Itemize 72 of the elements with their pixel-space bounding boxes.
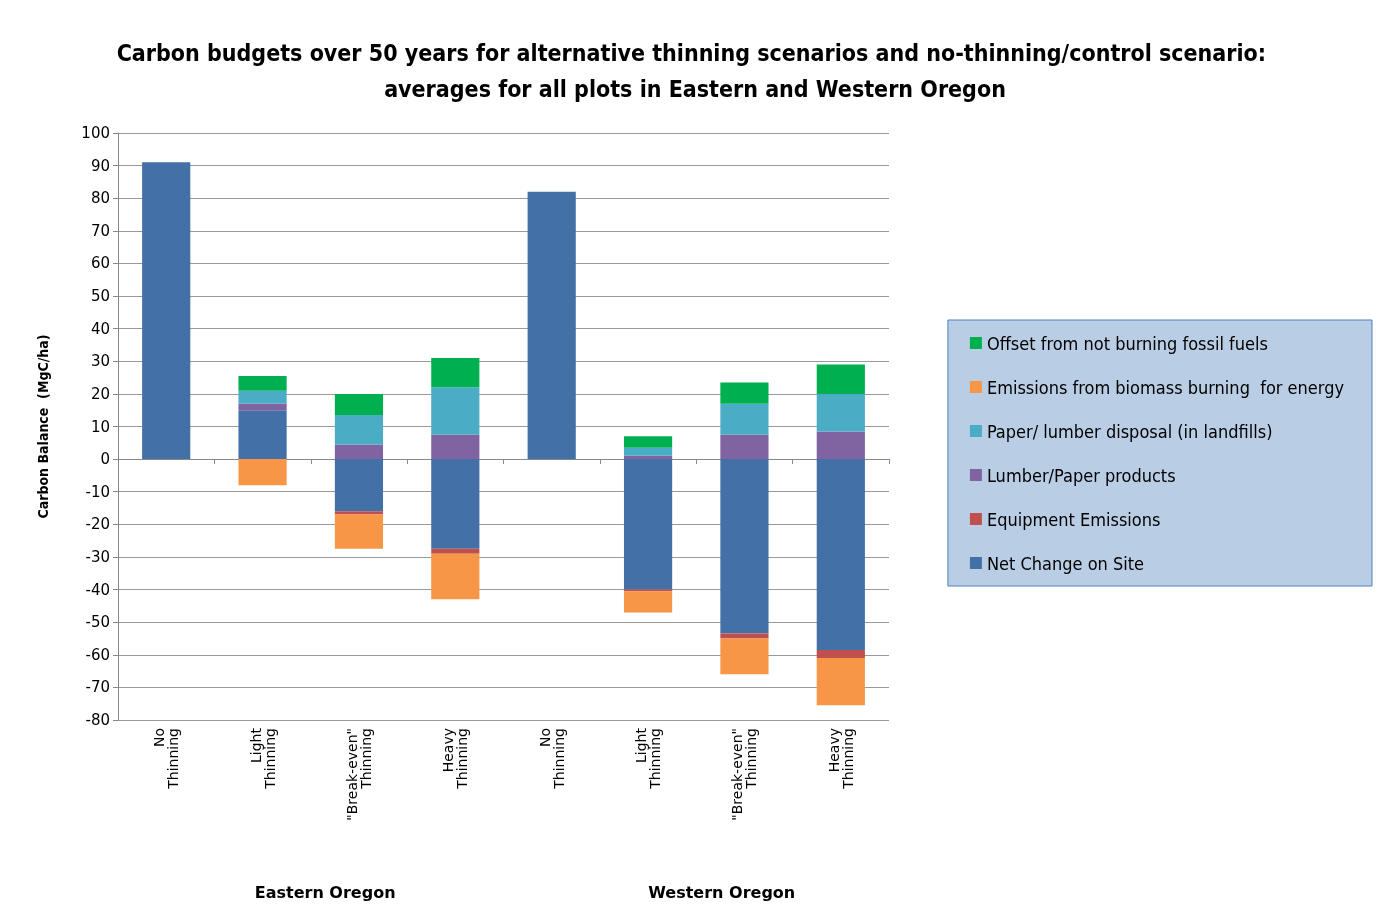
y-tick-label: -70	[85, 678, 110, 697]
legend-label: Paper/ lumber disposal (in landfills)	[986, 420, 1273, 442]
x-tick-label: "Break-even" Thinning	[343, 728, 374, 821]
bar	[816, 658, 865, 706]
y-tick-label: 30	[90, 352, 110, 371]
bar	[623, 455, 673, 460]
bar	[816, 649, 865, 659]
x-tick-label: No Thinning	[151, 728, 182, 790]
y-tick-label: -20	[85, 515, 110, 534]
y-tick-label: 0	[100, 450, 110, 469]
bar	[431, 548, 480, 554]
bar	[720, 403, 769, 435]
bar	[431, 553, 480, 600]
text: Western Oregon	[648, 882, 796, 902]
bar	[623, 447, 673, 456]
bar	[431, 387, 480, 435]
y-tick-label: -80	[85, 711, 110, 729]
bar	[720, 434, 769, 460]
legend-label: Net Change on Site	[986, 552, 1145, 574]
bar	[816, 459, 865, 650]
bar	[431, 459, 480, 549]
y-tick-label: 10	[90, 417, 110, 436]
x-tick-label: Light Thinning	[633, 727, 664, 790]
bar	[720, 459, 769, 634]
x-tick-label: Heavy Thinning	[825, 728, 856, 790]
bar	[334, 511, 384, 515]
y-tick-label: -60	[85, 645, 110, 664]
bar	[334, 415, 384, 445]
x-tick-label: Light Thinning	[247, 727, 278, 790]
bar	[623, 436, 673, 448]
bar	[334, 444, 384, 460]
x-tick-label: No Thinning	[536, 728, 567, 790]
y-tick-label: -50	[85, 613, 110, 632]
bar	[334, 393, 384, 416]
bar	[720, 638, 769, 675]
y-tick-label: 40	[90, 319, 110, 338]
bar	[816, 364, 865, 394]
y-tick-label: 90	[90, 156, 110, 175]
y-tick-label: -30	[85, 547, 110, 566]
bar	[334, 514, 384, 549]
bar	[142, 162, 191, 460]
y-tick-label: 80	[90, 189, 110, 208]
bar	[238, 459, 287, 486]
legend-label: Lumber/Paper products	[986, 464, 1176, 486]
legend-label: Equipment Emissions	[986, 508, 1161, 530]
legend-label: Offset from not burning fossil fuels	[986, 332, 1268, 354]
text: Eastern Oregon	[254, 882, 396, 902]
bar	[334, 459, 384, 512]
bar	[527, 191, 576, 460]
bar	[238, 403, 287, 411]
y-tick-label: 70	[90, 221, 110, 240]
bar	[238, 390, 287, 404]
y-tick-label: 50	[90, 287, 110, 306]
y-tick-label: 60	[90, 254, 110, 273]
bar	[431, 358, 480, 388]
bar	[238, 410, 287, 460]
bar	[720, 382, 769, 404]
chart-title: Carbon budgets over 50 years for alternative thinning scenarios and no-thinning/control scenario: averages for all plots in Eastern and Western Oregon	[116, 40, 1274, 102]
bar	[623, 591, 673, 613]
bar	[238, 375, 287, 391]
bar	[816, 431, 865, 460]
bar	[816, 393, 865, 432]
x-tick-label: Heavy Thinning	[440, 728, 471, 790]
y-axis-title: Carbon Balance (MgC/ha)	[35, 334, 51, 519]
y-tick-label: 100	[81, 124, 110, 142]
y-tick-label: -40	[85, 580, 110, 599]
legend-label: Emissions from biomass burning for energy	[986, 376, 1345, 398]
bar	[431, 434, 480, 460]
bar	[623, 459, 673, 590]
y-tick-label: -10	[85, 482, 110, 501]
x-tick-label: "Break-even" Thinning	[729, 728, 760, 821]
y-tick-label: 20	[90, 384, 110, 403]
